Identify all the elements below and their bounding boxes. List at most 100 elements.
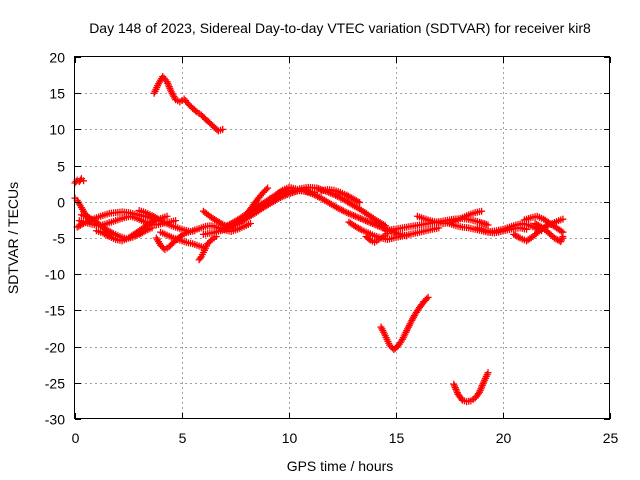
- data-point: [142, 209, 150, 217]
- data-point: [351, 222, 359, 230]
- data-point: [463, 398, 471, 406]
- data-point: [195, 225, 203, 233]
- data-point: [390, 345, 398, 353]
- data-point: [127, 212, 135, 220]
- data-point: [75, 217, 83, 225]
- data-point: [180, 95, 188, 103]
- data-point: [174, 224, 182, 232]
- data-point: [499, 225, 507, 233]
- data-point-interp: [196, 254, 204, 262]
- x-tick-label-5: 5: [179, 430, 187, 446]
- y-tick-label--10: -10: [45, 267, 65, 283]
- data-point: [157, 241, 165, 249]
- data-points: [71, 73, 567, 406]
- data-point: [373, 217, 381, 225]
- data-point: [163, 231, 171, 239]
- y-tick-label--25: -25: [45, 376, 65, 392]
- data-point-interp: [557, 227, 565, 235]
- y-axis-label: SDTVAR / TECUs: [5, 182, 21, 294]
- x-tick-label-10: 10: [282, 430, 298, 446]
- x-axis-label: GPS time / hours: [287, 458, 394, 474]
- data-point: [413, 212, 421, 220]
- data-point: [396, 233, 404, 241]
- data-point: [358, 226, 366, 234]
- data-point: [362, 233, 370, 241]
- data-point: [390, 234, 398, 242]
- data-point: [403, 231, 411, 239]
- data-point: [214, 127, 222, 135]
- data-point: [304, 183, 312, 191]
- x-tick-label-0: 0: [72, 430, 80, 446]
- data-point: [546, 220, 554, 228]
- data-point: [118, 208, 126, 216]
- data-point: [161, 219, 169, 227]
- data-point: [217, 227, 225, 235]
- data-point: [531, 220, 539, 228]
- data-point-interp: [354, 198, 362, 206]
- y-tick-label--15: -15: [45, 303, 65, 319]
- data-point: [251, 199, 259, 207]
- data-point: [538, 223, 546, 231]
- data-point: [210, 123, 218, 131]
- data-point: [259, 201, 267, 209]
- data-point: [471, 209, 479, 217]
- data-point: [167, 222, 175, 230]
- y-tick-label-5: 5: [57, 159, 65, 175]
- data-point: [296, 185, 304, 193]
- data-point: [458, 223, 466, 231]
- data-point: [238, 217, 246, 225]
- data-point: [84, 213, 92, 221]
- data-point: [523, 237, 531, 245]
- data-point: [416, 221, 424, 229]
- data-point: [533, 212, 541, 220]
- data-point: [356, 205, 364, 213]
- data-point: [176, 98, 184, 106]
- data-point: [154, 215, 162, 223]
- data-point: [137, 225, 145, 233]
- data-point: [394, 342, 402, 350]
- y-tick-label-10: 10: [49, 122, 65, 138]
- data-point: [199, 248, 207, 256]
- data-point: [212, 217, 220, 225]
- data-point: [150, 89, 158, 97]
- data-point: [446, 220, 453, 228]
- data-point: [82, 219, 90, 227]
- data-point: [407, 222, 415, 230]
- data-point: [550, 234, 558, 242]
- data-point: [161, 246, 169, 254]
- data-point: [398, 224, 406, 232]
- data-point: [386, 341, 394, 349]
- data-point: [336, 188, 344, 196]
- data-point: [439, 220, 447, 228]
- data-point: [553, 224, 560, 232]
- data-point: [360, 216, 368, 224]
- data-point: [246, 205, 254, 213]
- data-point: [240, 222, 248, 230]
- data-point: [167, 88, 175, 96]
- data-point: [458, 396, 466, 404]
- data-point: [493, 227, 501, 235]
- data-point: [291, 186, 299, 194]
- data-point: [309, 190, 317, 198]
- data-point: [202, 115, 210, 123]
- data-point: [114, 216, 122, 224]
- data-point: [424, 293, 432, 301]
- y-tick-label--30: -30: [45, 412, 65, 428]
- data-point: [324, 185, 332, 193]
- data-point: [377, 323, 385, 331]
- data-point: [264, 184, 272, 192]
- data-point: [221, 223, 229, 231]
- data-point: [131, 230, 139, 238]
- data-point: [512, 221, 520, 229]
- data-point: [529, 233, 537, 241]
- data-point: [345, 218, 353, 226]
- data-point: [475, 218, 483, 226]
- data-point: [433, 218, 441, 226]
- data-point: [197, 111, 205, 119]
- data-point: [465, 224, 473, 232]
- data-point: [484, 221, 492, 229]
- data-point: [416, 228, 424, 236]
- data-point: [120, 214, 128, 222]
- data-point: [326, 199, 334, 207]
